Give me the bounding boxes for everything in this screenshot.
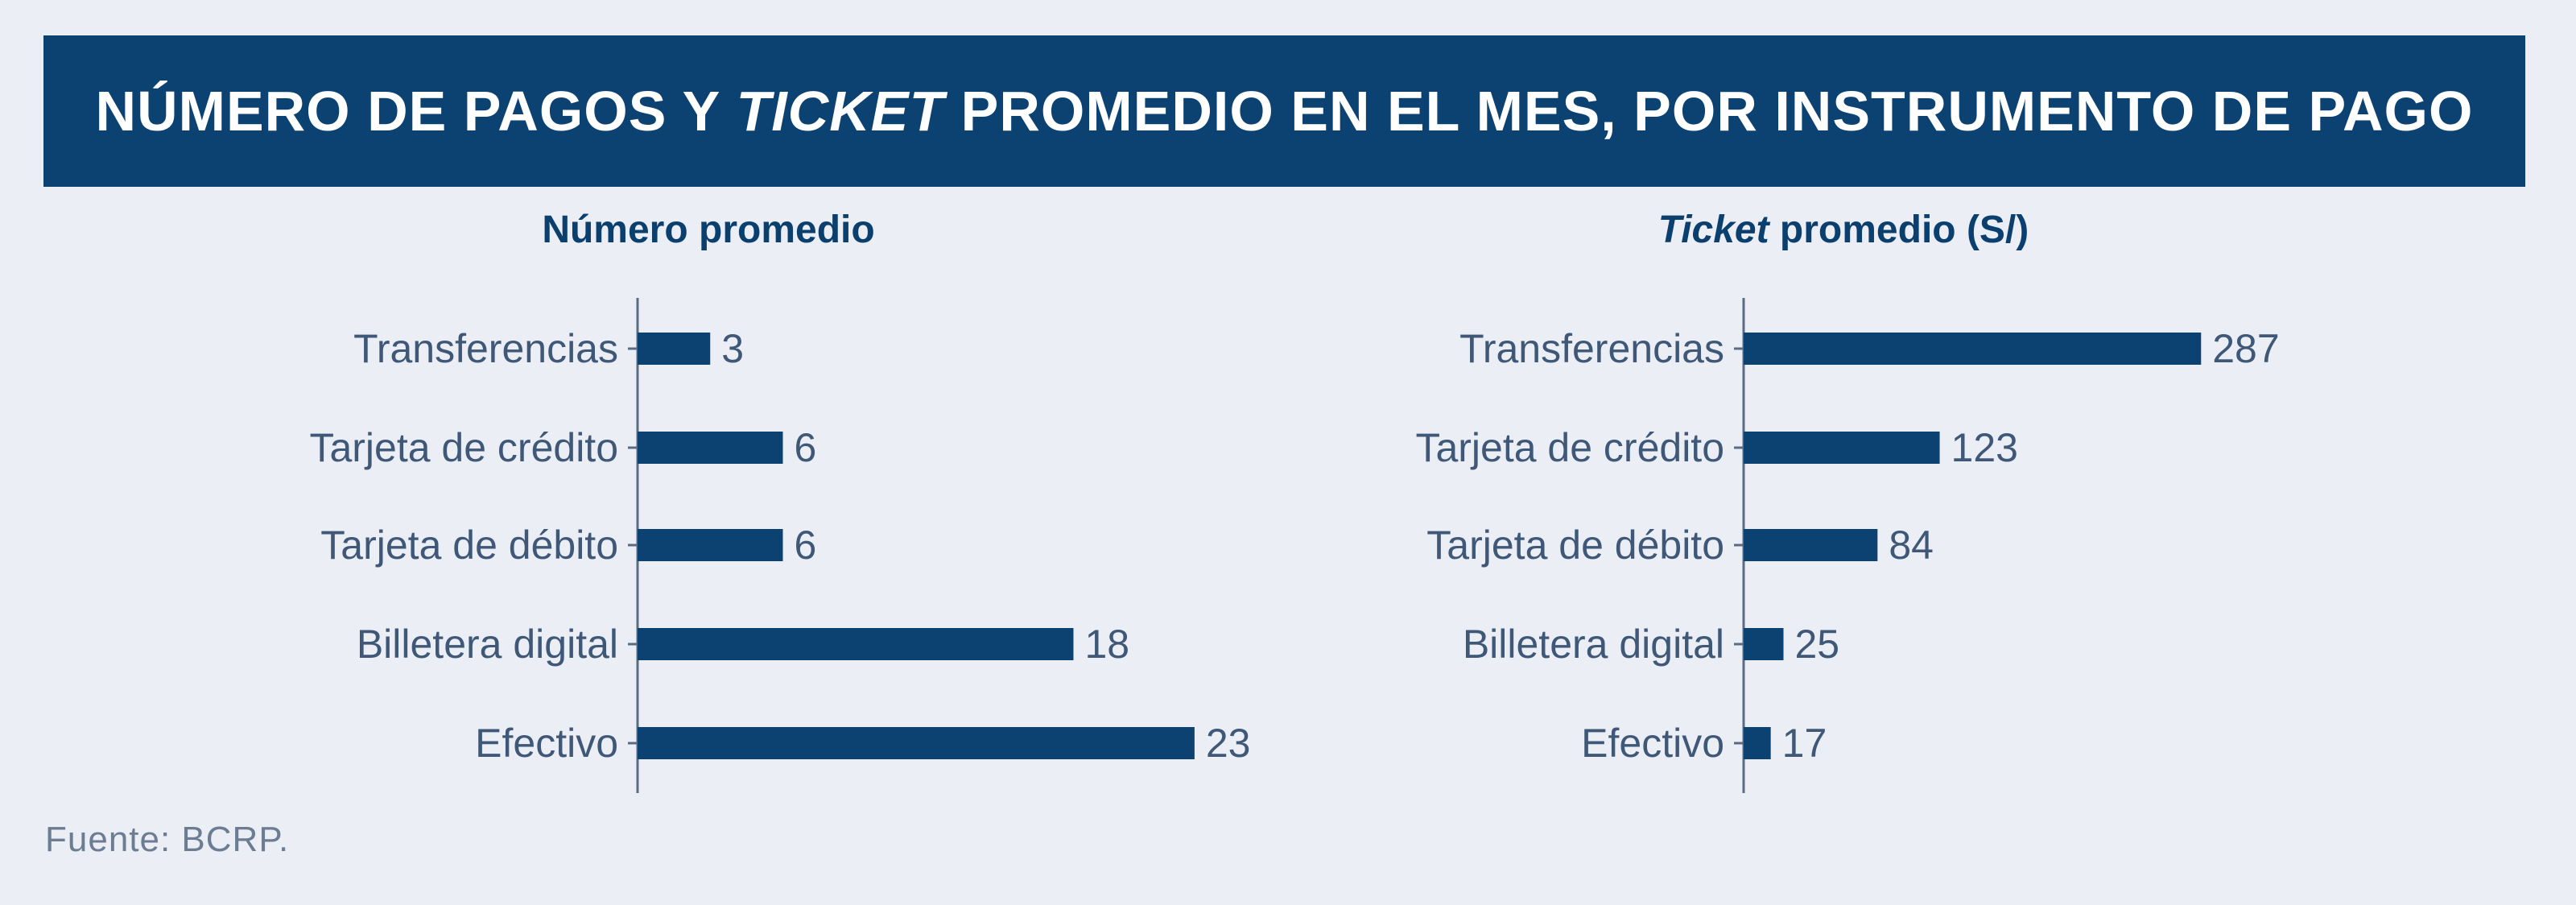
title-part1: NÚMERO DE PAGOS Y [95,80,737,143]
left-category-label: Tarjeta de débito [320,523,618,568]
left-value-label: 23 [1206,721,1251,766]
right-category-label: Billetera digital [1463,622,1724,667]
left-value-label: 6 [794,523,816,568]
right-bar-chart: Transferencias 287 Tarjeta de crédito 123 Ta… [1415,298,2280,793]
right-category-label: Transferencias [1459,326,1724,371]
left-category-label: Tarjeta de crédito [309,425,618,470]
right-bar [1744,432,1940,464]
left-category-label: Transferencias [353,326,618,371]
left-category-label: Billetera digital [357,622,618,667]
right-chart-title: Ticket promedio (S/) [1538,208,2149,252]
left-bar-chart: Transferencias 3 Tarjeta de crédito 6 Tarjet… [309,298,1251,793]
right-value-label: 84 [1889,523,1934,568]
right-bar [1744,628,1784,660]
right-value-label: 123 [1951,425,2018,470]
left-title-text: Número promedio [542,209,875,251]
left-value-label: 18 [1084,622,1129,667]
right-category-label: Tarjeta de débito [1426,523,1724,568]
right-bar [1744,333,2202,365]
right-value-label: 25 [1795,622,1840,667]
right-bar [1744,727,1771,759]
left-bar [638,432,783,464]
right-value-label: 287 [2212,326,2279,371]
right-category-label: Tarjeta de crédito [1415,425,1724,470]
chart-title: NÚMERO DE PAGOS Y TICKET PROMEDIO EN EL … [96,79,2474,143]
title-part2: PROMEDIO EN EL MES, POR INSTRUMENTO DE P… [944,80,2474,143]
left-bar [638,727,1195,759]
right-bar [1744,529,1878,561]
right-category-label: Efectivo [1581,721,1724,766]
right-value-label: 17 [1782,721,1827,766]
right-title-text: promedio (S/) [1769,209,2029,251]
left-bar [638,628,1074,660]
right-title-italic: Ticket [1657,209,1769,251]
title-italic: TICKET [736,80,945,143]
title-banner: NÚMERO DE PAGOS Y TICKET PROMEDIO EN EL … [43,35,2525,187]
left-value-label: 3 [721,326,744,371]
source-note: Fuente: BCRP. [45,820,290,859]
left-bar [638,333,711,365]
left-chart-title: Número promedio [467,208,950,252]
left-bar [638,529,783,561]
left-category-label: Efectivo [475,721,618,766]
left-value-label: 6 [794,425,816,470]
